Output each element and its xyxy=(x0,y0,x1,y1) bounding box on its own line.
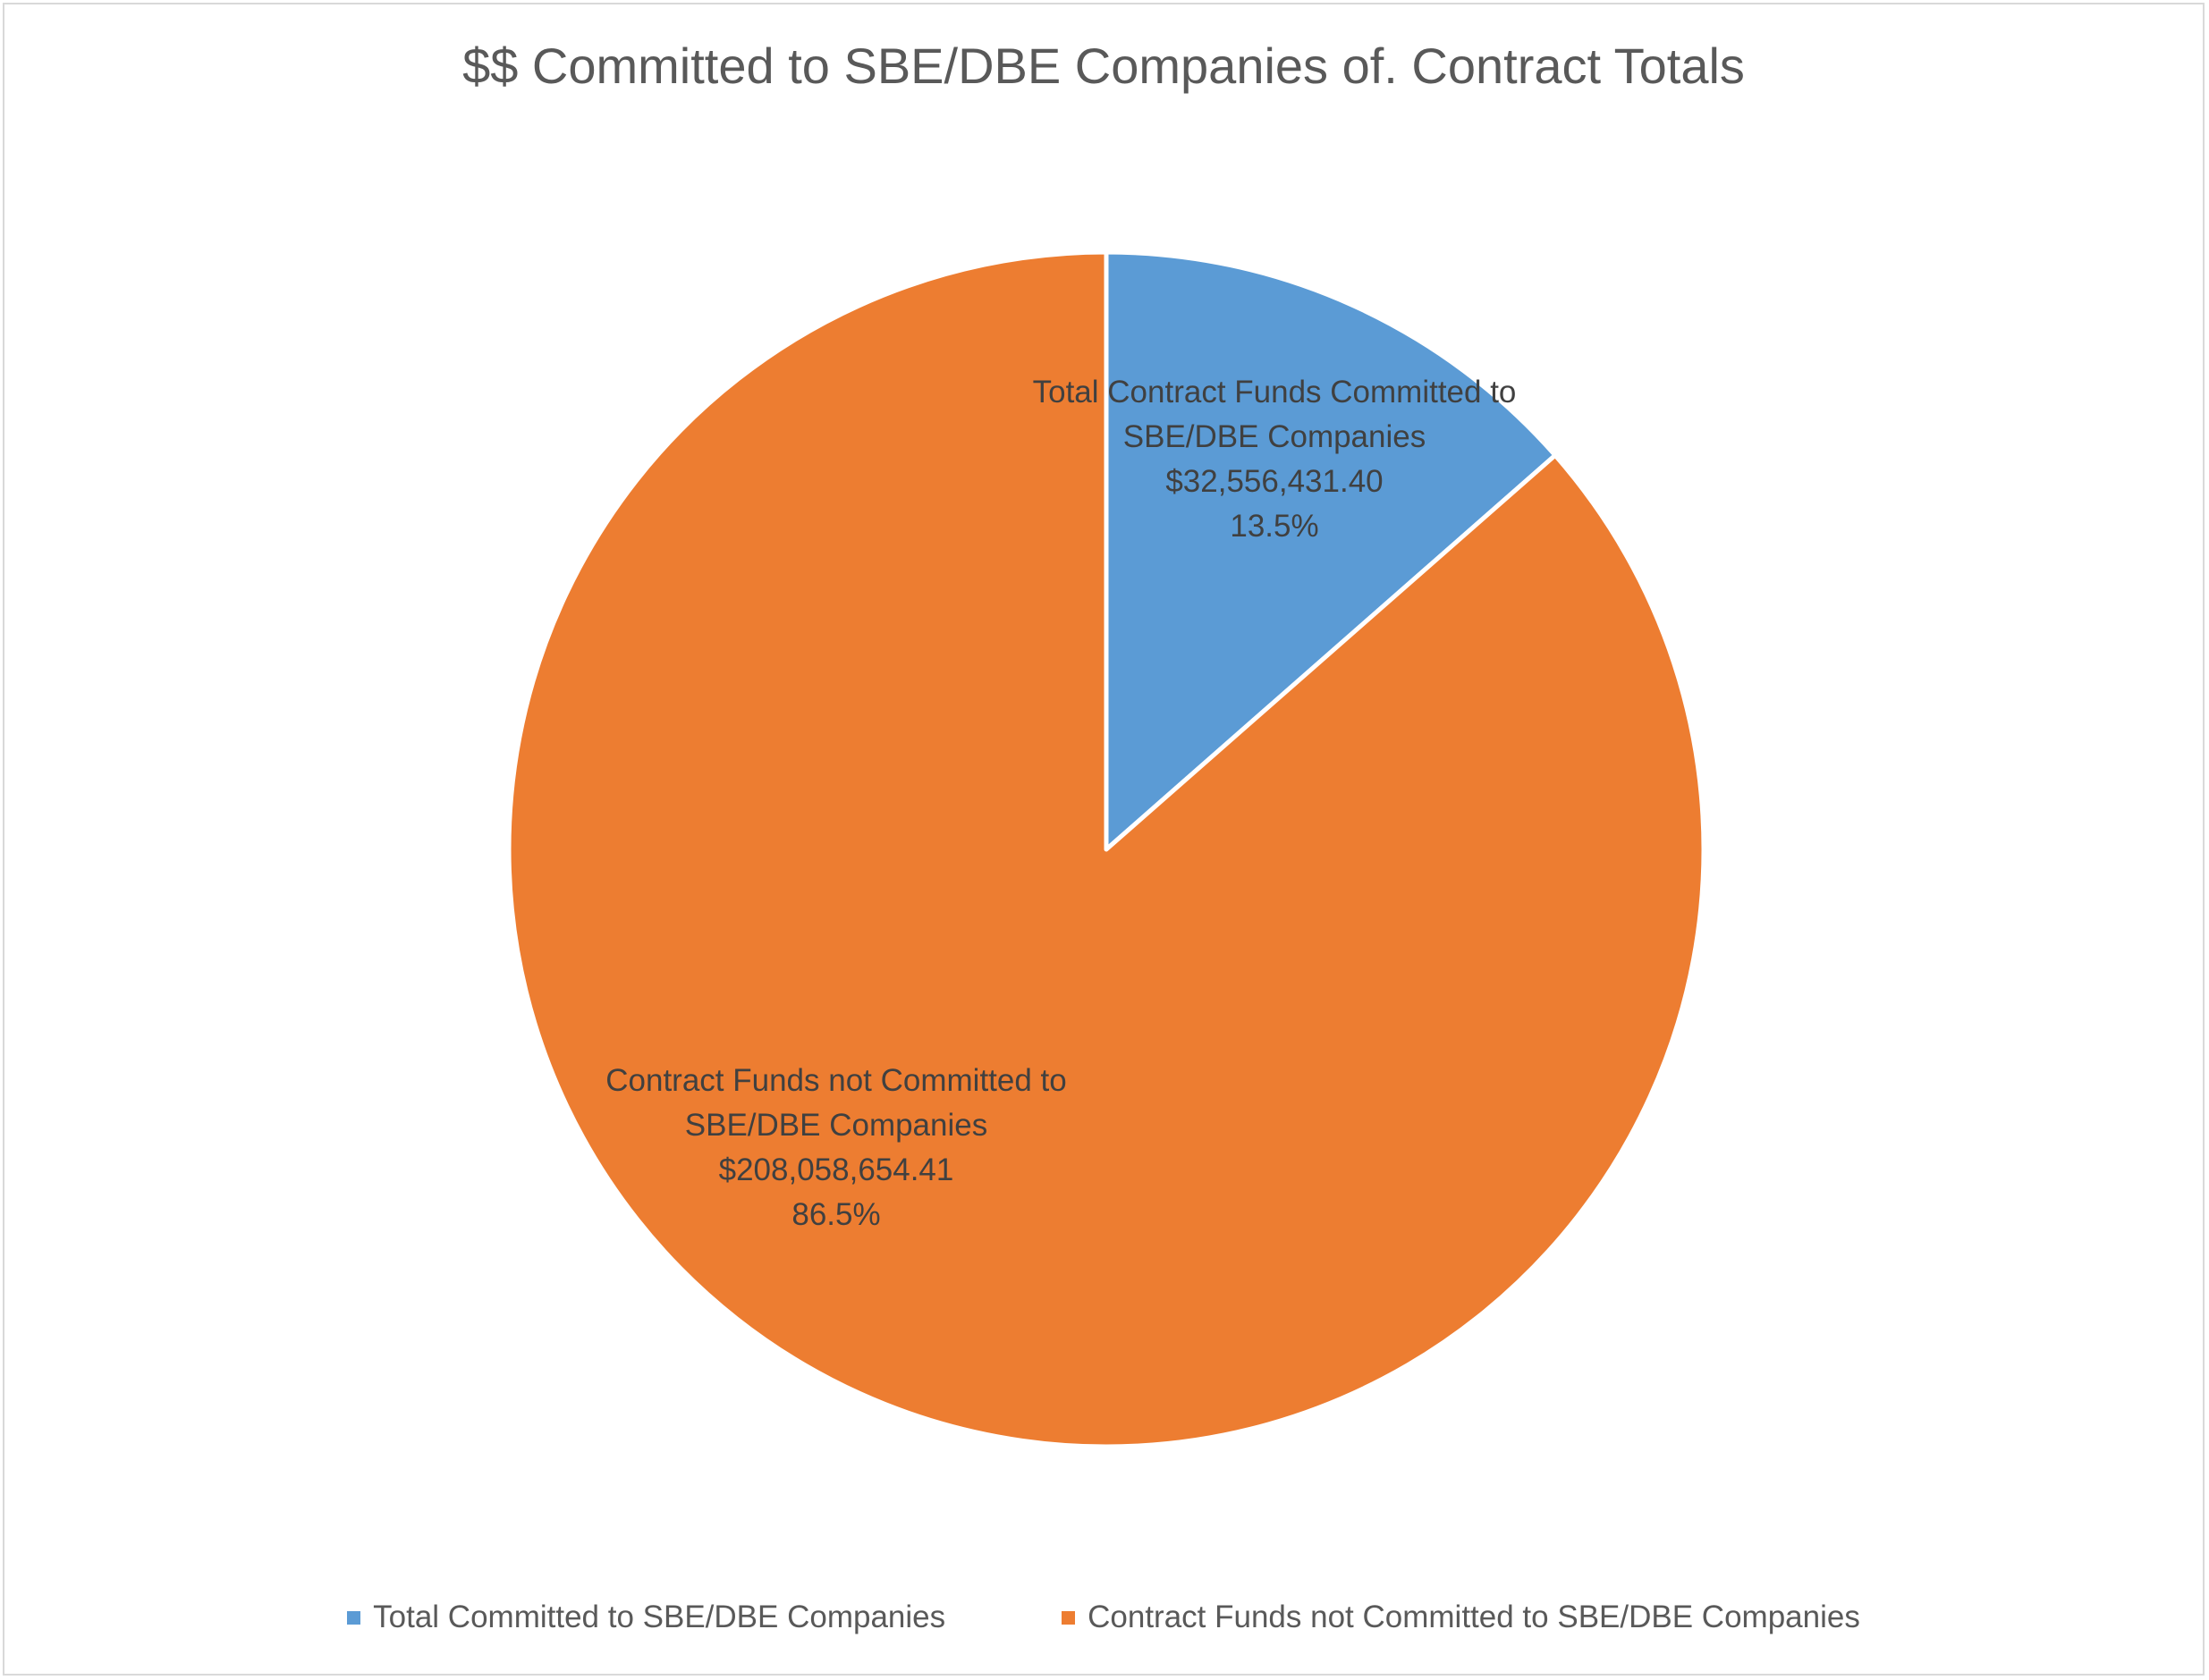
legend-item-not-committed: Contract Funds not Committed to SBE/DBE … xyxy=(1062,1600,1860,1635)
data-label-line: SBE/DBE Companies xyxy=(1123,419,1426,454)
data-label-line: Total Contract Funds Committed to xyxy=(1033,375,1517,409)
data-label-line: SBE/DBE Companies xyxy=(685,1108,987,1143)
legend-label-committed: Total Committed to SBE/DBE Companies xyxy=(373,1600,946,1634)
pie-slice-not-committed xyxy=(506,249,1706,1449)
data-label-committed: Total Contract Funds Committed to SBE/DBE… xyxy=(1033,375,1517,544)
chart-frame: $$ Committed to SBE/DBE Companies of. Co… xyxy=(3,3,2205,1676)
chart-title: $$ Committed to SBE/DBE Companies of. Co… xyxy=(462,38,1745,94)
legend-swatch-committed xyxy=(347,1610,361,1625)
data-label-line: $208,058,654.41 xyxy=(719,1152,954,1187)
legend-swatch-not-committed xyxy=(1062,1610,1076,1625)
pie-chart: Total Contract Funds Committed to SBE/DBE… xyxy=(506,249,1706,1449)
legend-item-committed: Total Committed to SBE/DBE Companies xyxy=(347,1600,945,1635)
data-label-line: 13.5% xyxy=(1230,509,1318,544)
legend: Total Committed to SBE/DBE Companies Con… xyxy=(4,1600,2203,1635)
pie-slice-committed xyxy=(1104,249,1558,852)
data-label-line: $32,556,431.40 xyxy=(1165,464,1383,499)
legend-label-not-committed: Contract Funds not Committed to SBE/DBE … xyxy=(1088,1600,1860,1634)
data-label-line: Contract Funds not Committed to xyxy=(605,1063,1067,1098)
data-label-line: 86.5% xyxy=(791,1197,880,1232)
data-label-not-committed: Contract Funds not Committed to SBE/DBE C… xyxy=(605,1063,1067,1232)
